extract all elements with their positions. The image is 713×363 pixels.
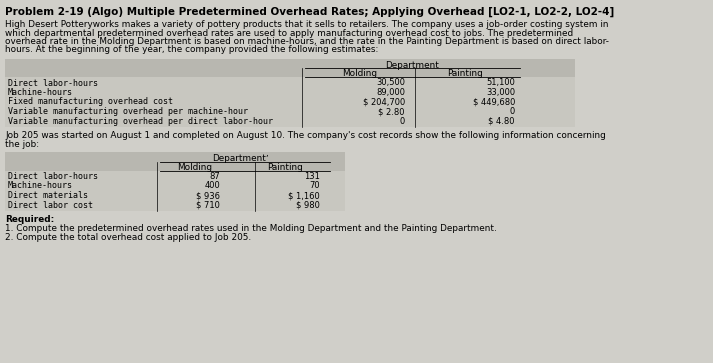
Text: Painting: Painting [447, 69, 483, 78]
Text: Problem 2-19 (Algo) Multiple Predetermined Overhead Rates; Applying Overhead [LO: Problem 2-19 (Algo) Multiple Predetermin… [5, 7, 615, 17]
Text: $ 2.80: $ 2.80 [379, 107, 405, 116]
Text: 33,000: 33,000 [486, 88, 515, 97]
Text: Direct materials: Direct materials [8, 191, 88, 200]
Text: High Desert Potteryworks makes a variety of pottery products that it sells to re: High Desert Potteryworks makes a variety… [5, 20, 608, 29]
Text: 400: 400 [204, 182, 220, 191]
Text: 1. Compute the predetermined overhead rates used in the Molding Department and t: 1. Compute the predetermined overhead ra… [5, 224, 497, 233]
Text: 89,000: 89,000 [376, 88, 405, 97]
Text: $ 1,160: $ 1,160 [288, 191, 320, 200]
Text: Required:: Required: [5, 216, 54, 224]
Text: Painting: Painting [267, 163, 303, 172]
Text: Machine-hours: Machine-hours [8, 88, 73, 97]
Text: $ 980: $ 980 [296, 200, 320, 209]
Text: Molding: Molding [342, 69, 377, 78]
Text: Department: Department [386, 61, 439, 69]
Text: Direct labor-hours: Direct labor-hours [8, 78, 98, 87]
Bar [5, 59, 575, 77]
Text: Machine-hours: Machine-hours [8, 182, 73, 191]
Text: 87: 87 [209, 172, 220, 181]
Text: Departmentʼ: Departmentʼ [212, 154, 268, 163]
Text: Direct labor-hours: Direct labor-hours [8, 172, 98, 181]
Text: 0: 0 [510, 107, 515, 116]
Text: hours. At the beginning of the year, the company provided the following estimate: hours. At the beginning of the year, the… [5, 45, 379, 54]
Text: 30,500: 30,500 [376, 78, 405, 87]
Text: Fixed manufacturing overhead cost: Fixed manufacturing overhead cost [8, 98, 173, 106]
Text: Variable manufacturing overhead per machine-hour: Variable manufacturing overhead per mach… [8, 107, 248, 116]
Text: 0: 0 [400, 117, 405, 126]
Text: 131: 131 [304, 172, 320, 181]
Text: Molding: Molding [178, 163, 212, 172]
Text: $ 710: $ 710 [196, 200, 220, 209]
Text: 51,100: 51,100 [486, 78, 515, 87]
Text: which departmental predetermined overhead rates are used to apply manufacturing : which departmental predetermined overhea… [5, 29, 573, 37]
Text: Job 205 was started on August 1 and completed on August 10. The company's cost r: Job 205 was started on August 1 and comp… [5, 131, 606, 140]
Text: $ 204,700: $ 204,700 [363, 98, 405, 106]
Bar [5, 152, 345, 211]
Bar [5, 59, 575, 126]
Text: 70: 70 [309, 182, 320, 191]
Text: overhead rate in the Molding Department is based on machine-hours, and the rate : overhead rate in the Molding Department … [5, 37, 609, 46]
Text: 2. Compute the total overhead cost applied to Job 205.: 2. Compute the total overhead cost appli… [5, 232, 251, 241]
Text: Direct labor cost: Direct labor cost [8, 200, 93, 209]
Bar [5, 152, 345, 171]
Text: $ 936: $ 936 [196, 191, 220, 200]
Text: $ 4.80: $ 4.80 [488, 117, 515, 126]
Text: Variable manufacturing overhead per direct labor-hour: Variable manufacturing overhead per dire… [8, 117, 273, 126]
Text: the job:: the job: [5, 140, 39, 149]
Text: $ 449,680: $ 449,680 [473, 98, 515, 106]
